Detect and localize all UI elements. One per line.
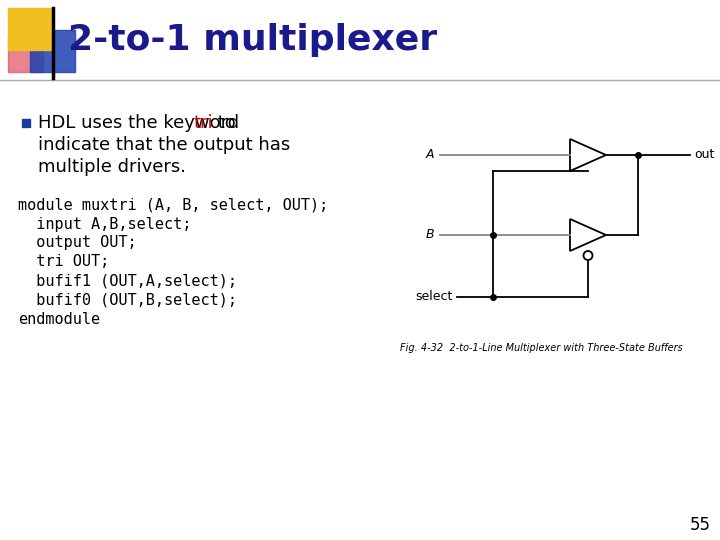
Text: select: select	[415, 291, 453, 303]
Text: multiple drivers.: multiple drivers.	[38, 158, 186, 176]
Text: endmodule: endmodule	[18, 312, 100, 327]
Text: bufif1 (OUT,A,select);: bufif1 (OUT,A,select);	[18, 273, 237, 288]
Text: tri OUT;: tri OUT;	[18, 254, 109, 269]
Text: 55: 55	[690, 516, 711, 534]
Text: A: A	[426, 148, 434, 161]
Text: B: B	[426, 228, 434, 241]
Bar	[8, 37, 43, 72]
Text: module muxtri (A, B, select, OUT);: module muxtri (A, B, select, OUT);	[18, 198, 328, 213]
Text: 2-to-1 multiplexer: 2-to-1 multiplexer	[68, 23, 437, 57]
Text: output OUT;: output OUT;	[18, 235, 137, 251]
Text: out: out	[694, 148, 714, 161]
Text: input A,B,select;: input A,B,select;	[18, 217, 192, 232]
Text: HDL uses the keyword: HDL uses the keyword	[38, 114, 245, 132]
Bar	[8, 8, 53, 50]
Text: to: to	[212, 114, 235, 132]
Bar	[30, 30, 75, 72]
Text: indicate that the output has: indicate that the output has	[38, 136, 290, 154]
Bar	[22, 119, 30, 127]
Text: bufif0 (OUT,B,select);: bufif0 (OUT,B,select);	[18, 293, 237, 307]
Text: tri: tri	[193, 114, 212, 132]
Text: Fig. 4-32  2-to-1-Line Multiplexer with Three-State Buffers: Fig. 4-32 2-to-1-Line Multiplexer with T…	[400, 343, 683, 353]
